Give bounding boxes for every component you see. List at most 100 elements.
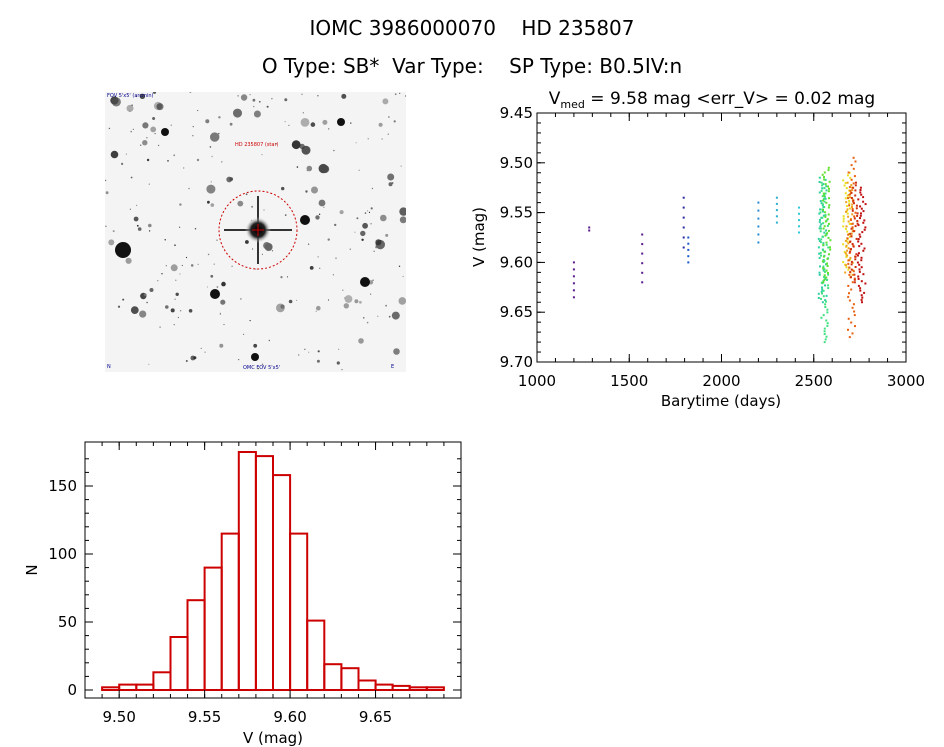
lightcurve-point: [851, 243, 854, 245]
lightcurve-point: [823, 225, 826, 228]
lightcurve-point: [857, 238, 860, 241]
background-star: [322, 119, 328, 125]
lightcurve-point: [823, 197, 825, 200]
lightcurve-ytick-label: 9.60: [500, 253, 533, 271]
background-star: [192, 126, 194, 128]
lightcurve-point: [818, 221, 821, 224]
background-star: [148, 183, 150, 185]
background-star: [139, 310, 147, 318]
lightcurve-point: [847, 233, 850, 236]
lightcurve-point: [820, 223, 823, 226]
lightcurve-point: [829, 246, 831, 249]
lightcurve-point: [821, 286, 823, 289]
title-star-ids: IOMC 3986000070 HD 235807: [309, 16, 635, 40]
lightcurve-point: [851, 208, 854, 210]
background-star: [216, 286, 219, 288]
lightcurve-point: [847, 171, 850, 174]
background-star: [342, 289, 344, 291]
background-star: [206, 286, 208, 288]
background-star: [284, 214, 287, 216]
background-star: [296, 166, 299, 168]
lightcurve-point: [848, 266, 851, 269]
lightcurve-point: [861, 231, 864, 234]
histogram-xlabel: V (mag): [243, 729, 303, 747]
lightcurve-point: [847, 268, 850, 271]
lightcurve-point: [863, 291, 866, 294]
lightcurve-point: [826, 308, 829, 311]
lightcurve-point: [819, 211, 822, 214]
lightcurve-point: [846, 174, 849, 177]
lightcurve-point: [847, 193, 850, 196]
background-star: [219, 313, 222, 315]
histogram-bar: [152, 671, 172, 691]
lightcurve-point: [827, 190, 830, 193]
lightcurve-point: [824, 284, 826, 287]
background-star: [354, 231, 356, 233]
lightcurve-point: [822, 255, 825, 258]
background-star: [261, 363, 264, 365]
lightcurve-point: [852, 167, 855, 170]
lightcurve-point: [860, 298, 863, 301]
lightcurve-point: [820, 316, 823, 319]
lightcurve-point: [851, 273, 854, 276]
lightcurve-point: [857, 240, 860, 243]
histogram-xtick-label: 9.50: [102, 708, 135, 726]
histogram-xaxis: 9.50 9.55 9.60 9.65: [84, 442, 462, 726]
lightcurve-point: [824, 183, 827, 186]
lightcurve-point: [798, 225, 800, 228]
background-star: [358, 169, 360, 171]
background-star: [181, 264, 183, 267]
background-star: [305, 190, 308, 193]
lightcurve-point: [851, 306, 854, 309]
lightcurve-point: [858, 268, 861, 271]
lightcurve-point: [851, 227, 854, 230]
background-star: [344, 297, 346, 299]
background-star: [358, 338, 364, 344]
background-star: [175, 292, 179, 296]
lightcurve-point: [849, 176, 852, 179]
background-star: [367, 138, 369, 140]
lightcurve-point: [852, 186, 855, 189]
bright-star: [251, 353, 259, 361]
lightcurve-point: [854, 189, 857, 192]
lightcurve-point: [857, 254, 859, 257]
lightcurve-point: [824, 178, 827, 181]
background-star: [301, 145, 311, 155]
lightcurve-point: [823, 200, 826, 203]
background-star: [333, 149, 335, 152]
background-star: [165, 265, 167, 267]
lightcurve-point: [860, 256, 863, 259]
lightcurve-point: [842, 225, 845, 228]
background-star: [157, 280, 159, 282]
background-star: [249, 94, 251, 96]
background-star: [252, 248, 254, 250]
lightcurve-point: [849, 219, 852, 221]
lightcurve-point: [828, 187, 830, 190]
lightcurve-point: [819, 251, 822, 254]
lightcurve-point: [857, 198, 860, 201]
lightcurve-point: [821, 184, 824, 187]
lightcurve-point: [847, 317, 850, 320]
lightcurve-point: [823, 176, 825, 179]
lightcurve-point: [860, 259, 863, 262]
lightcurve-point: [848, 189, 851, 192]
histogram-bar: [186, 599, 206, 692]
background-star: [213, 263, 215, 265]
lightcurve-point: [687, 248, 690, 251]
background-star: [125, 257, 132, 264]
lightcurve-point: [641, 271, 644, 274]
background-star: [388, 182, 393, 187]
lightcurve-point: [856, 212, 859, 215]
lightcurve-point: [572, 289, 575, 292]
background-star: [150, 126, 157, 133]
background-star: [238, 359, 240, 361]
lightcurve-point: [856, 222, 859, 225]
histogram-bar: [101, 686, 121, 691]
lightcurve-point: [852, 199, 855, 202]
lightcurve-point: [854, 194, 857, 197]
lightcurve-point: [845, 201, 848, 204]
lightcurve-point: [853, 281, 856, 284]
background-star: [349, 248, 351, 250]
background-star: [398, 265, 401, 267]
lightcurve-point: [687, 236, 690, 239]
